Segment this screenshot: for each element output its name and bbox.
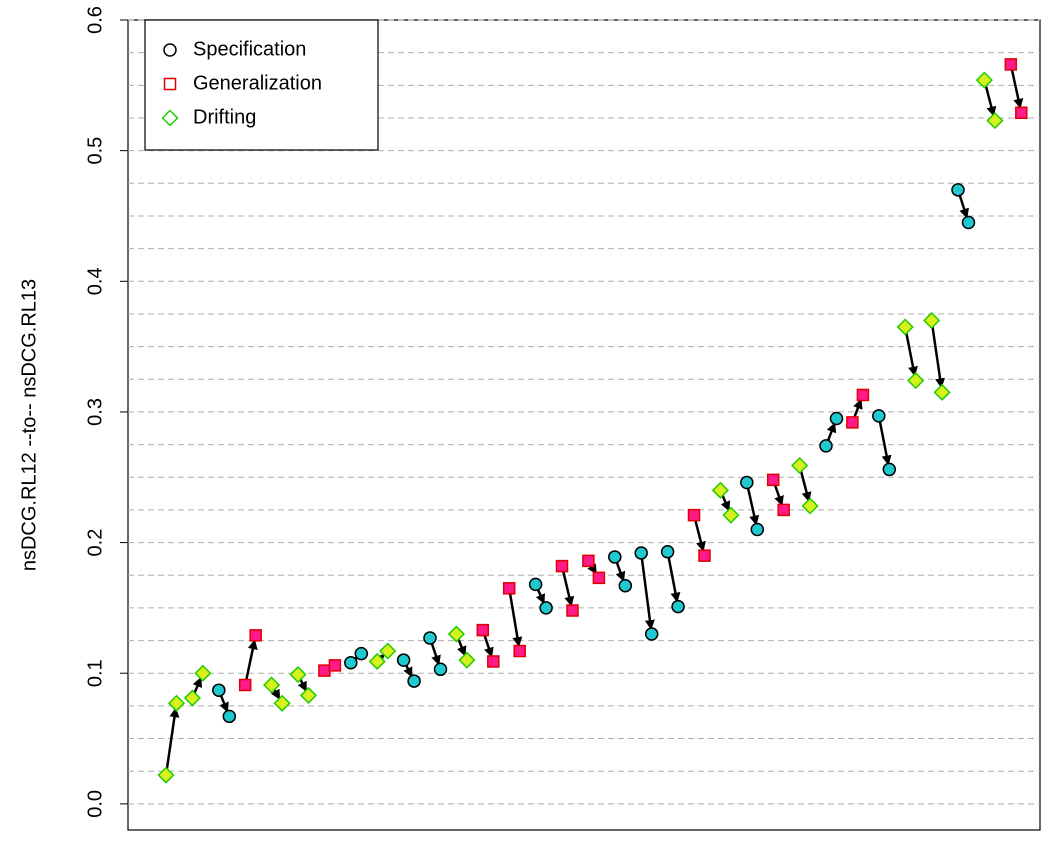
to-point [907, 372, 925, 390]
to-point [933, 383, 951, 401]
from-point [896, 318, 914, 336]
from-point [1004, 58, 1018, 71]
from-point [555, 559, 569, 573]
to-point [592, 571, 606, 585]
from-point [740, 475, 754, 490]
to-point [777, 503, 790, 517]
legend-symbol [163, 43, 177, 57]
to-point [618, 578, 633, 593]
to-point [249, 629, 262, 642]
to-point [698, 549, 711, 562]
to-point [750, 522, 765, 537]
change-arrow [560, 565, 575, 607]
legend-symbol [163, 77, 177, 91]
to-point [487, 655, 500, 668]
from-point [212, 683, 226, 697]
legend-box [144, 19, 379, 151]
to-point [458, 651, 476, 669]
change-arrow [877, 415, 892, 466]
to-point [566, 604, 579, 617]
from-point [183, 689, 201, 707]
from-point [766, 473, 780, 487]
y-axis-label: nsDCG.RL12 --to-- nsDCG.RL13 [18, 279, 40, 571]
from-point [447, 625, 465, 643]
from-point [476, 623, 490, 637]
from-point [975, 71, 993, 89]
change-arrow [243, 639, 258, 686]
from-point [923, 311, 941, 330]
legend-label: Generalization [193, 72, 322, 94]
from-point [608, 550, 622, 564]
legend-symbol [161, 109, 179, 127]
to-point [328, 659, 342, 672]
from-point [263, 676, 281, 694]
from-point [396, 653, 411, 667]
to-point [986, 112, 1004, 130]
from-point [687, 508, 701, 522]
to-point [539, 601, 553, 615]
y-tick-label: 0.6 [84, 6, 106, 34]
change-arrow [507, 588, 523, 648]
to-point [644, 627, 659, 641]
to-point [433, 662, 448, 677]
from-point [528, 577, 543, 592]
to-point [194, 664, 212, 682]
from-point [819, 439, 833, 453]
to-point [222, 709, 237, 724]
y-tick-label: 0.5 [84, 137, 106, 165]
to-point [856, 388, 870, 402]
from-point [791, 456, 809, 475]
from-point [238, 678, 252, 692]
change-arrow [639, 552, 655, 631]
y-tick-label: 0.1 [84, 659, 106, 687]
to-point [829, 411, 844, 426]
from-point [951, 183, 965, 197]
from-point [634, 546, 648, 560]
change-arrow [930, 320, 946, 389]
from-point [846, 416, 859, 429]
from-point [423, 631, 437, 645]
from-point [157, 766, 175, 784]
to-point [167, 694, 186, 712]
to-point [882, 462, 897, 477]
change-arrow [1009, 64, 1024, 109]
change-arrow [903, 326, 918, 377]
to-point [299, 686, 318, 704]
from-point [582, 554, 595, 568]
y-tick-label: 0.4 [84, 267, 106, 295]
from-point [368, 652, 386, 671]
from-point [660, 544, 675, 559]
from-point [711, 481, 729, 499]
change-arrow [666, 551, 681, 603]
from-point [289, 665, 307, 684]
y-tick-label: 0.3 [84, 398, 106, 426]
to-point [513, 644, 526, 658]
from-point [872, 409, 886, 423]
legend-label: Drifting [193, 106, 256, 128]
to-point [273, 694, 291, 712]
to-point [354, 646, 369, 661]
y-tick-label: 0.2 [84, 529, 106, 557]
legend-label: Specification [193, 38, 306, 60]
to-point [1015, 106, 1028, 120]
from-point [502, 582, 516, 595]
to-point [407, 674, 421, 688]
from-point [344, 656, 358, 670]
change-arrow [164, 707, 180, 776]
to-point [379, 642, 397, 660]
from-point [318, 664, 331, 677]
y-tick-label: 0.0 [84, 790, 106, 818]
to-point [722, 506, 740, 524]
to-point [961, 215, 976, 230]
to-point [801, 497, 819, 515]
to-point [671, 599, 685, 614]
change-arrow [745, 482, 760, 526]
